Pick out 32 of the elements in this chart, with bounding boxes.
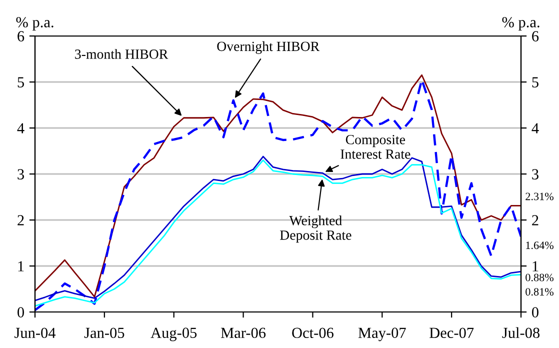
annotation: 2.31% — [526, 192, 554, 200]
y-tick-label: 2 — [18, 215, 24, 226]
x-tick-label: Jul-08 — [502, 327, 540, 338]
y2-tick-label: 5 — [532, 77, 538, 88]
annotation: 0.81% — [526, 288, 554, 296]
annotation: 0.88% — [526, 274, 554, 282]
annotation: 1.64% — [526, 242, 554, 250]
y2-tick-label: 4 — [532, 123, 539, 134]
x-tick-label: Jan-05 — [84, 328, 124, 338]
text: 3-month HIBOR — [75, 49, 168, 59]
y-tick-label: 6 — [18, 31, 24, 42]
x-tick-label: Dec-07 — [430, 328, 474, 338]
y-tick-label: 4 — [17, 123, 24, 134]
y-axis-title: % p.a. — [16, 17, 54, 30]
y2-tick-label: 1 — [532, 261, 538, 272]
y2-tick-label: 0 — [532, 307, 538, 318]
x-tick-label: Mar-06 — [220, 328, 266, 338]
x-tick-label: Jun-04 — [14, 328, 56, 338]
text: Weighted Deposit Rate — [280, 216, 352, 243]
y-tick-label: 1 — [18, 261, 24, 272]
y2-tick-label: 2 — [532, 215, 538, 226]
y2-axis-title: % p.a. — [502, 17, 540, 30]
y-tick-label: 3 — [18, 169, 24, 180]
x-tick-label: Aug-05 — [150, 328, 197, 342]
x-tick-label: Oct-06 — [292, 328, 334, 338]
y-tick-label: 5 — [18, 77, 24, 88]
y-tick-label: 0 — [18, 307, 24, 318]
text: Overnight HIBOR — [217, 41, 320, 54]
series-label: Composite Interest Rate — [340, 134, 410, 159]
y2-tick-label: 3 — [532, 169, 538, 180]
x-tick-label: May-07 — [358, 328, 406, 342]
y2-tick-label: 6 — [532, 31, 539, 42]
